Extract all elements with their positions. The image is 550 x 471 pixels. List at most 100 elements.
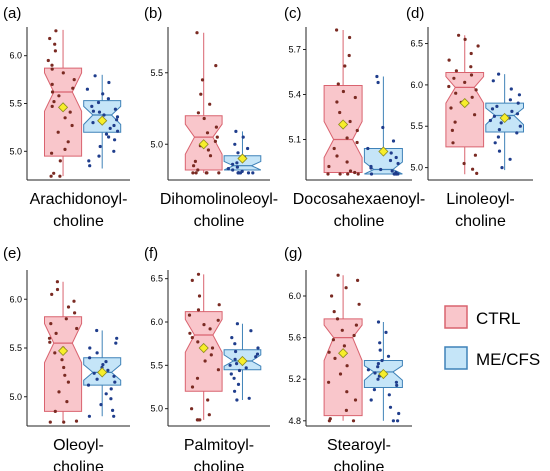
data-point xyxy=(376,362,380,366)
data-point xyxy=(389,151,393,155)
data-point xyxy=(90,104,94,108)
data-point xyxy=(397,411,401,416)
data-point xyxy=(348,169,353,173)
data-point xyxy=(229,372,233,376)
data-point xyxy=(246,146,250,151)
data-point xyxy=(46,58,50,63)
data-point xyxy=(214,125,218,129)
y-tick-label: 5.6 xyxy=(288,333,301,343)
data-point xyxy=(53,351,57,355)
data-point xyxy=(395,383,399,387)
box-ctrl xyxy=(323,28,363,176)
data-point xyxy=(492,114,496,118)
data-point xyxy=(97,154,101,158)
data-point xyxy=(115,118,119,122)
legend-swatch-ctrl xyxy=(444,305,468,329)
data-point xyxy=(215,135,219,139)
data-point xyxy=(235,362,239,366)
data-point xyxy=(457,33,461,37)
legend-label: ME/CFS xyxy=(476,350,540,369)
data-point xyxy=(92,371,96,375)
data-point xyxy=(396,161,400,166)
data-point xyxy=(50,63,54,67)
data-point xyxy=(57,390,61,394)
data-point xyxy=(326,172,330,176)
mean-marker xyxy=(237,355,248,367)
panel-c: (c) 5.1 5.4 5.7 Docosahexaenoyl-choline xyxy=(284,5,425,230)
data-point xyxy=(247,396,251,400)
data-point xyxy=(101,92,105,96)
data-point xyxy=(463,37,467,42)
data-point xyxy=(386,354,391,358)
data-point xyxy=(369,398,373,402)
data-point xyxy=(63,116,67,120)
box-ctrl xyxy=(184,272,223,422)
data-point xyxy=(194,171,198,175)
data-point xyxy=(88,164,92,168)
data-point xyxy=(205,131,210,135)
mean-marker xyxy=(198,342,209,354)
data-point xyxy=(345,390,349,394)
data-point xyxy=(378,348,382,352)
data-point xyxy=(193,159,197,163)
data-point xyxy=(230,336,234,340)
data-point xyxy=(202,323,206,327)
data-point xyxy=(58,174,62,178)
data-point xyxy=(335,154,339,158)
data-point xyxy=(50,82,54,86)
box-mecfs xyxy=(223,322,262,402)
data-point xyxy=(356,278,360,282)
data-point xyxy=(471,167,475,171)
y-tick-label: 6.0 xyxy=(288,291,301,301)
data-point xyxy=(234,349,238,354)
data-point xyxy=(49,322,53,326)
mean-marker xyxy=(97,367,108,378)
data-point xyxy=(381,125,385,130)
data-point xyxy=(447,58,451,62)
data-point xyxy=(107,135,111,139)
data-point xyxy=(72,78,76,82)
box-mecfs xyxy=(223,129,262,175)
data-point xyxy=(104,392,108,396)
data-point xyxy=(491,79,495,83)
data-point xyxy=(112,123,116,128)
data-point xyxy=(95,351,99,355)
data-point xyxy=(109,387,113,391)
data-point xyxy=(342,344,346,348)
data-point xyxy=(476,44,480,48)
panel-label: (d) xyxy=(406,5,424,22)
data-point xyxy=(91,121,95,125)
data-point xyxy=(99,403,103,407)
data-point xyxy=(233,142,237,146)
data-point xyxy=(391,419,395,423)
data-point xyxy=(335,317,340,321)
data-point xyxy=(71,86,75,90)
data-point xyxy=(73,311,77,315)
panel-label: (e) xyxy=(3,245,21,262)
data-point xyxy=(391,139,396,143)
data-point xyxy=(85,87,89,91)
data-point xyxy=(61,71,65,75)
data-point xyxy=(393,172,397,176)
data-point xyxy=(102,113,106,117)
data-point xyxy=(190,336,194,340)
data-point xyxy=(50,67,54,71)
data-point xyxy=(332,310,336,314)
data-point xyxy=(72,299,76,303)
legend-label: CTRL xyxy=(476,309,520,328)
data-point xyxy=(48,36,52,41)
data-point xyxy=(497,72,501,76)
data-point xyxy=(87,414,91,418)
y-tick-label: 6.5 xyxy=(410,39,423,49)
data-point xyxy=(188,331,192,335)
mean-marker xyxy=(338,348,349,359)
data-point xyxy=(497,128,501,132)
y-tick-label: 5.1 xyxy=(288,135,301,145)
panel-label: (b) xyxy=(144,5,162,22)
data-point xyxy=(235,161,239,165)
panel-a: (a) 5.0 5.5 6.0 Arachidonoyl-choline xyxy=(3,5,130,230)
mean-marker xyxy=(237,153,248,164)
data-point xyxy=(199,92,203,96)
panel-label: (g) xyxy=(284,245,302,262)
data-point xyxy=(379,167,383,172)
